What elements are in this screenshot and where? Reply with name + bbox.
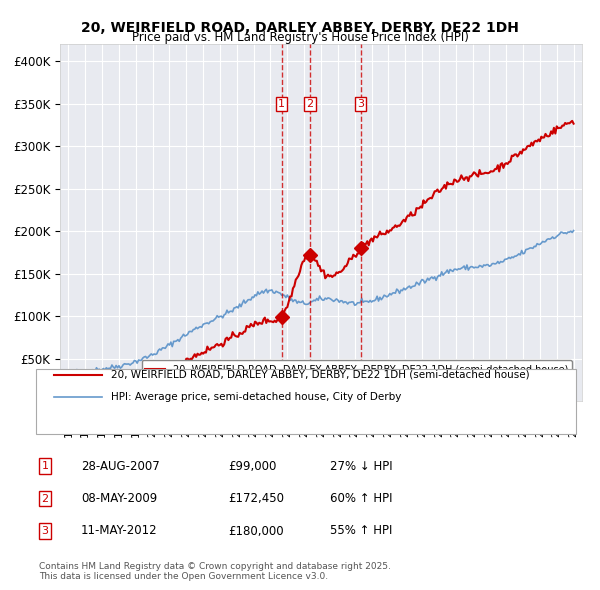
Text: 20, WEIRFIELD ROAD, DARLEY ABBEY, DERBY, DE22 1DH: 20, WEIRFIELD ROAD, DARLEY ABBEY, DERBY,… [81,21,519,35]
Text: HPI: Average price, semi-detached house, City of Derby: HPI: Average price, semi-detached house,… [111,392,401,402]
Text: 1: 1 [278,99,285,109]
Text: 08-MAY-2009: 08-MAY-2009 [81,492,157,505]
Legend: 20, WEIRFIELD ROAD, DARLEY ABBEY, DERBY, DE22 1DH (semi-detached house), HPI: Av: 20, WEIRFIELD ROAD, DARLEY ABBEY, DERBY,… [142,360,572,393]
Text: Price paid vs. HM Land Registry's House Price Index (HPI): Price paid vs. HM Land Registry's House … [131,31,469,44]
Text: £99,000: £99,000 [228,460,277,473]
Text: 20, WEIRFIELD ROAD, DARLEY ABBEY, DERBY, DE22 1DH (semi-detached house): 20, WEIRFIELD ROAD, DARLEY ABBEY, DERBY,… [111,370,530,379]
Text: 2: 2 [307,99,314,109]
Text: £172,450: £172,450 [228,492,284,505]
Text: 2: 2 [41,494,49,503]
Text: 3: 3 [357,99,364,109]
Text: 60% ↑ HPI: 60% ↑ HPI [330,492,392,505]
Text: 1: 1 [41,461,49,471]
Text: £180,000: £180,000 [228,525,284,537]
Text: 11-MAY-2012: 11-MAY-2012 [81,525,158,537]
Text: 28-AUG-2007: 28-AUG-2007 [81,460,160,473]
Text: 27% ↓ HPI: 27% ↓ HPI [330,460,392,473]
Text: 3: 3 [41,526,49,536]
Text: 55% ↑ HPI: 55% ↑ HPI [330,525,392,537]
Text: Contains HM Land Registry data © Crown copyright and database right 2025.
This d: Contains HM Land Registry data © Crown c… [39,562,391,581]
